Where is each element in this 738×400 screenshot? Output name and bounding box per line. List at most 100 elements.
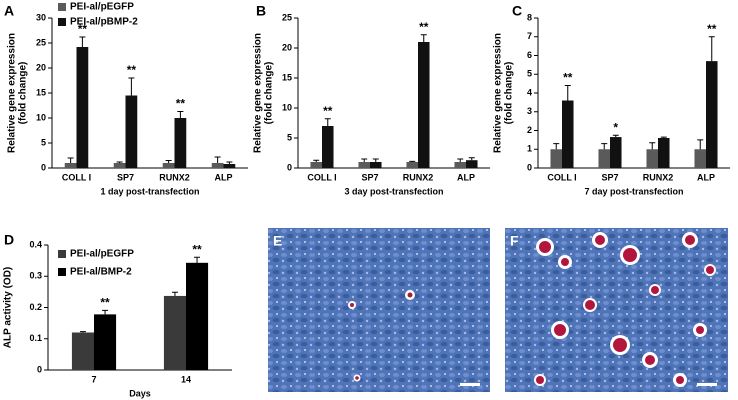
y-tick-label: 15	[282, 72, 292, 82]
y-tick-label: 0.1	[29, 333, 42, 343]
y-tick-label: 10	[282, 102, 292, 112]
y-tick-label: 0.4	[29, 239, 42, 249]
error-bar	[171, 291, 178, 296]
error-bar	[102, 309, 109, 315]
error-bar	[660, 136, 667, 138]
error-bar	[214, 156, 221, 163]
error-bar	[79, 331, 86, 333]
panel-label: C	[512, 3, 522, 19]
annotation: **	[323, 104, 333, 118]
error-bar	[361, 158, 368, 162]
bar	[454, 162, 466, 168]
bar	[163, 295, 186, 370]
bar	[598, 149, 610, 168]
y-tick-label: 1	[527, 144, 532, 154]
error-bar	[79, 36, 86, 47]
x-tick-label: COLL I	[547, 172, 576, 182]
bar	[64, 163, 77, 168]
y-tick-label: 0.2	[29, 302, 42, 312]
x-tick-label: ALP	[457, 172, 475, 182]
legend-label: PEI-al/pEGFP	[70, 2, 134, 13]
micrograph-e: E	[268, 228, 490, 392]
y-axis-label: Relative gene expression	[253, 33, 264, 153]
bar	[550, 149, 562, 168]
bar	[223, 164, 236, 168]
legend-label: PEI-al/BMP-2	[70, 267, 132, 278]
y-axis-label: (fold change)	[504, 62, 515, 125]
bar	[125, 95, 138, 168]
y-axis-label: (fold change)	[264, 62, 275, 125]
error-bar	[564, 85, 571, 101]
y-tick-label: 25	[282, 12, 292, 22]
y-tick-label: 5	[287, 132, 292, 142]
y-tick-label: 2	[527, 125, 532, 135]
x-tick-label: RUNX2	[159, 172, 190, 182]
error-bar	[128, 77, 135, 96]
annotation: *	[613, 120, 618, 134]
x-tick-label: SP7	[361, 172, 378, 182]
legend-label: PEI-al/pEGFP	[70, 249, 134, 260]
x-tick-label: RUNX2	[403, 172, 434, 182]
y-axis-label: Relative gene expression	[7, 33, 18, 153]
annotation: **	[100, 295, 110, 309]
panel-label: E	[273, 233, 282, 249]
y-tick-label: 5	[527, 69, 532, 79]
error-bar	[409, 160, 416, 162]
bar	[370, 162, 382, 168]
error-bar	[601, 143, 608, 150]
panel-label: D	[4, 232, 14, 248]
x-tick-label: 7	[91, 374, 96, 384]
x-tick-label: SP7	[601, 172, 618, 182]
bar	[562, 100, 574, 168]
y-tick-label: 8	[527, 12, 532, 22]
bar	[418, 42, 430, 168]
annotation: **	[419, 20, 429, 34]
x-axis-label: 3 day post-transfection	[344, 186, 443, 196]
panel-label: B	[256, 3, 266, 19]
error-bar	[372, 158, 379, 162]
y-tick-label: 5	[41, 137, 46, 147]
y-tick-label: 0	[527, 162, 532, 172]
x-tick-label: SP7	[117, 172, 134, 182]
y-axis-label: Relative gene expression	[493, 33, 504, 153]
error-bar	[324, 118, 331, 126]
y-tick-label: 30	[36, 12, 46, 22]
bar	[646, 149, 658, 168]
error-bar	[194, 256, 201, 263]
y-tick-label: 3	[527, 106, 532, 116]
bar	[466, 160, 478, 168]
y-tick-label: 0.3	[29, 271, 42, 281]
x-tick-label: ALP	[215, 172, 233, 182]
bar	[76, 47, 89, 168]
y-axis-label: ALP activity (OD)	[3, 267, 14, 349]
error-bar	[165, 160, 172, 163]
bar	[610, 137, 622, 168]
error-bar	[177, 111, 184, 118]
annotation: **	[176, 97, 186, 111]
bar	[186, 262, 209, 370]
bar	[322, 126, 334, 168]
error-bar	[649, 142, 656, 150]
x-tick-label: COLL I	[62, 172, 91, 182]
y-tick-label: 0	[37, 364, 42, 374]
panel-label: A	[4, 3, 14, 19]
annotation: **	[78, 22, 88, 36]
error-bar	[612, 134, 619, 138]
panel-label: F	[510, 233, 519, 249]
y-tick-label: 20	[282, 42, 292, 52]
error-bar	[468, 157, 475, 161]
error-bar	[116, 161, 123, 163]
bar	[94, 314, 117, 370]
legend-swatch	[58, 268, 66, 276]
legend-swatch	[58, 250, 66, 258]
y-tick-label: 20	[36, 62, 46, 72]
x-tick-label: 14	[181, 374, 191, 384]
y-tick-label: 0	[41, 162, 46, 172]
y-tick-label: 10	[36, 112, 46, 122]
error-bar	[708, 36, 715, 62]
error-bar	[420, 34, 427, 42]
error-bar	[697, 139, 704, 150]
y-tick-label: 7	[527, 31, 532, 41]
bar	[162, 163, 175, 168]
